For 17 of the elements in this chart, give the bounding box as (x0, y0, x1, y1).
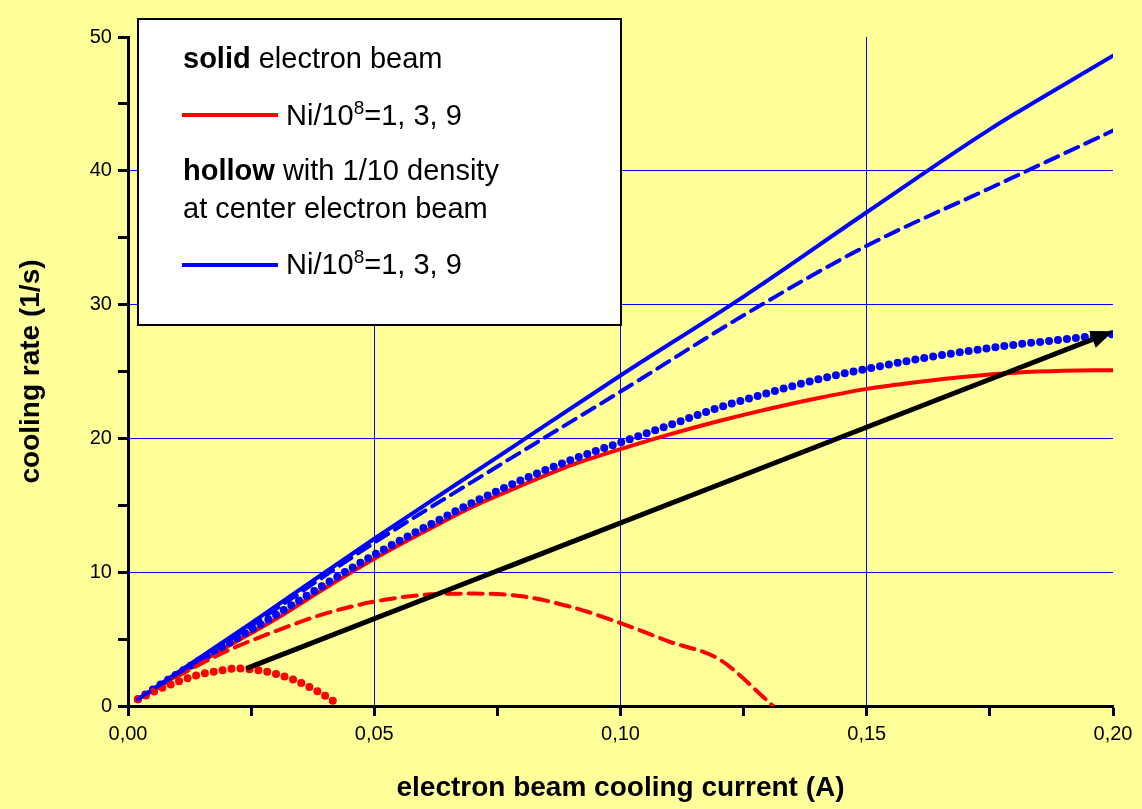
x-axis-title: electron beam cooling current (A) (396, 770, 845, 802)
x-tick-label: 0,00 (108, 721, 148, 744)
y-tick-label: 0 (100, 693, 112, 716)
x-tick-label: 0,20 (1093, 721, 1133, 744)
legend-label: Ni/10$^{8}$=1, 3, 9 (286, 95, 462, 133)
legend-label: Ni/10$^{8}$=1, 3, 9 (286, 245, 462, 283)
y-tick-label: 10 (89, 559, 112, 582)
y-tick-label: 50 (89, 24, 112, 47)
y-tick-label: 40 (89, 158, 112, 181)
x-tick-label: 0,05 (354, 721, 394, 744)
y-tick-label: 20 (89, 425, 112, 448)
x-tick-label: 0,10 (601, 721, 640, 744)
annotation: hollow with 1/10 density at center electron beam (183, 153, 500, 226)
y-tick-label: 30 (89, 292, 112, 315)
annotation: solid electron beam (183, 41, 444, 76)
y-axis-title: cooling rate (1/s) (13, 259, 45, 484)
x-tick-label: 0,15 (847, 721, 887, 744)
